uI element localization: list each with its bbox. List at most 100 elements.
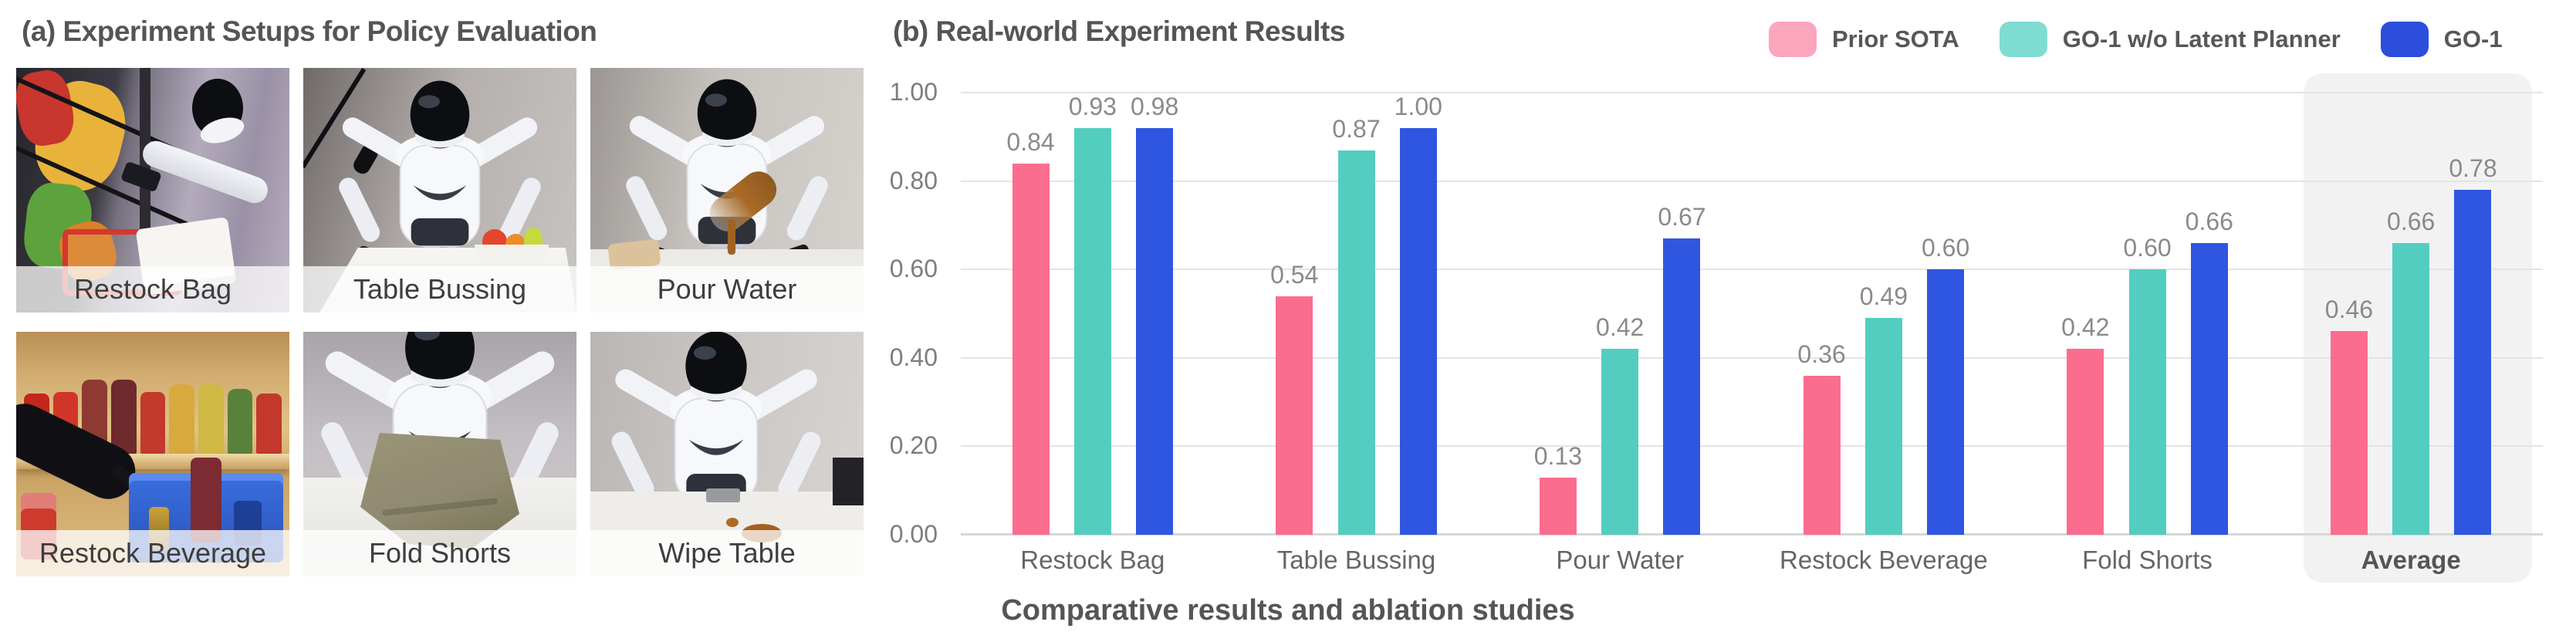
legend-swatch <box>2380 22 2429 57</box>
fruit-bowl <box>475 245 549 268</box>
photo-pour-water: Pour Water <box>590 68 864 313</box>
bar-column: 0.67 <box>1658 93 1706 535</box>
bar-go-1-w-o-latent-planner <box>1073 128 1111 535</box>
bar-value-label: 0.78 <box>2449 154 2497 183</box>
bar-value-label: 0.46 <box>2324 296 2374 324</box>
panel-a-title: (a) Experiment Setups for Policy Evaluat… <box>22 15 597 47</box>
can <box>140 392 166 454</box>
bar-value-label: 0.60 <box>1921 234 1970 262</box>
bar-column: 0.42 <box>2061 93 2109 535</box>
bar-value-label: 0.42 <box>2061 313 2110 342</box>
bar-column: 0.98 <box>1131 93 1178 535</box>
bar-group-table-bussing: 0.54 0.87 1.00 Table Bussing <box>1225 93 1489 574</box>
y-tick-label: 0.20 <box>889 431 938 460</box>
bar-column: 0.84 <box>1006 93 1055 535</box>
legend-swatch <box>1769 22 1817 57</box>
legend-item-prior-sota: Prior SOTA <box>1769 22 1959 57</box>
bar-value-label: 0.67 <box>1658 203 1706 231</box>
bottle <box>227 389 253 454</box>
x-tick-label: Table Bussing <box>1276 546 1436 574</box>
bar-go-1-w-o-latent-planner <box>2128 269 2166 535</box>
y-tick-label: 0.00 <box>889 520 938 548</box>
bar-value-label: 0.60 <box>2123 234 2172 262</box>
bar-column: 1.00 <box>1394 93 1442 535</box>
bar-column: 0.66 <box>2387 93 2435 535</box>
y-tick-label: 0.80 <box>889 166 938 194</box>
bar-column: 0.93 <box>1069 93 1117 535</box>
bar-value-label: 0.54 <box>1270 260 1319 289</box>
legend-label: GO-1 w/o Latent Planner <box>2062 25 2341 52</box>
squeegee <box>706 488 740 502</box>
gridline-0.60 <box>961 269 2543 271</box>
legend-item-go-1: GO-1 <box>2380 22 2503 57</box>
x-tick-label: Average <box>2361 546 2461 574</box>
x-tick-label: Restock Bag <box>1020 546 1165 574</box>
x-tick-label: Fold Shorts <box>2082 546 2213 574</box>
gridline-0.40 <box>961 356 2543 359</box>
bar-column: 0.60 <box>2123 93 2172 535</box>
bar-column: 0.78 <box>2449 93 2497 535</box>
bar-group-fold-shorts: 0.42 0.60 0.66 Fold Shorts <box>2016 93 2280 574</box>
bar-column: 0.36 <box>1797 93 1846 535</box>
bar-group-restock-beverage: 0.36 0.49 0.60 Restock Beverage <box>1752 93 2016 574</box>
bar-group-pour-water: 0.13 0.42 0.67 Pour Water <box>1488 93 1752 574</box>
stain-droplet <box>726 518 739 527</box>
bar-prior-sota <box>1276 296 1313 535</box>
photo-label: Fold Shorts <box>303 530 576 576</box>
bottle <box>198 384 224 454</box>
photo-label: Restock Bag <box>16 266 289 313</box>
dark-object <box>833 458 864 505</box>
bar-prior-sota <box>2330 331 2368 535</box>
gridline-1.00 <box>961 92 2543 93</box>
bar-column: 0.60 <box>1922 93 1969 535</box>
bar-go-1 <box>1136 128 1174 535</box>
bar-chart: 0.00 0.20 0.40 0.60 0.80 1.00 0.84 0.93 0.98 Rest… <box>890 73 2543 583</box>
bar-group-average: 0.46 0.66 0.78 Average <box>2279 93 2543 574</box>
bar-go-1 <box>1663 238 1701 535</box>
bar-column: 0.13 <box>1534 93 1582 535</box>
bar-prior-sota <box>1539 477 1577 535</box>
panel-b-title: (b) Real-world Experiment Results <box>893 15 1345 47</box>
bar-column: 0.54 <box>1270 93 1318 535</box>
photo-label: Pour Water <box>590 266 864 313</box>
bar-column: 0.87 <box>1332 93 1381 535</box>
crate-bottle-darkred <box>191 458 221 542</box>
bar-value-label: 0.66 <box>2185 207 2233 235</box>
setup-photo-grid: Restock Bag Table Bussing Pour Water <box>16 68 864 576</box>
photo-restock-bag: Restock Bag <box>16 68 289 313</box>
bar-value-label: 0.84 <box>1006 127 1055 156</box>
bar-groups: 0.84 0.93 0.98 Restock Bag 0.54 0.87 1.00 Table… <box>961 93 2543 574</box>
legend-item-go-1-w-o-latent-planner: GO-1 w/o Latent Planner <box>1999 22 2341 57</box>
photo-table-bussing: Table Bussing <box>303 68 576 313</box>
photo-restock-beverage: Restock Beverage <box>16 332 289 576</box>
legend-label: Prior SOTA <box>1832 25 1959 52</box>
bar-go-1-w-o-latent-planner <box>1337 150 1375 535</box>
bar-go-1 <box>2190 242 2228 535</box>
y-tick-label: 0.40 <box>889 343 938 371</box>
chart-legend: Prior SOTA GO-1 w/o Latent Planner GO-1 <box>1769 22 2503 57</box>
legend-swatch <box>1999 22 2047 57</box>
photo-label: Table Bussing <box>303 266 576 313</box>
bar-group-restock-bag: 0.84 0.93 0.98 Restock Bag <box>961 93 1225 574</box>
bar-value-label: 0.66 <box>2387 207 2436 235</box>
bar-go-1-w-o-latent-planner <box>1601 349 1639 535</box>
bar-value-label: 0.42 <box>1596 313 1645 342</box>
bar-value-label: 0.13 <box>1533 441 1583 470</box>
figure-caption: Comparative results and ablation studies <box>1001 594 1575 627</box>
bottle <box>169 384 195 454</box>
bar-go-1-w-o-latent-planner <box>1864 318 1902 535</box>
photo-wipe-table: Wipe Table <box>590 332 864 576</box>
bar-column: 0.42 <box>1596 93 1644 535</box>
bar-value-label: 0.98 <box>1130 93 1179 120</box>
bar-value-label: 0.87 <box>1332 114 1381 143</box>
bottle <box>111 380 137 454</box>
bar-value-label: 0.49 <box>1859 282 1908 311</box>
can <box>256 394 282 454</box>
bar-column: 0.46 <box>2325 93 2373 535</box>
gridline-0.00 <box>961 533 2543 536</box>
bar-go-1 <box>2454 190 2492 535</box>
bar-go-1-w-o-latent-planner <box>2392 242 2430 535</box>
x-tick-label: Restock Beverage <box>1780 546 1988 574</box>
gridline-0.80 <box>961 180 2543 182</box>
